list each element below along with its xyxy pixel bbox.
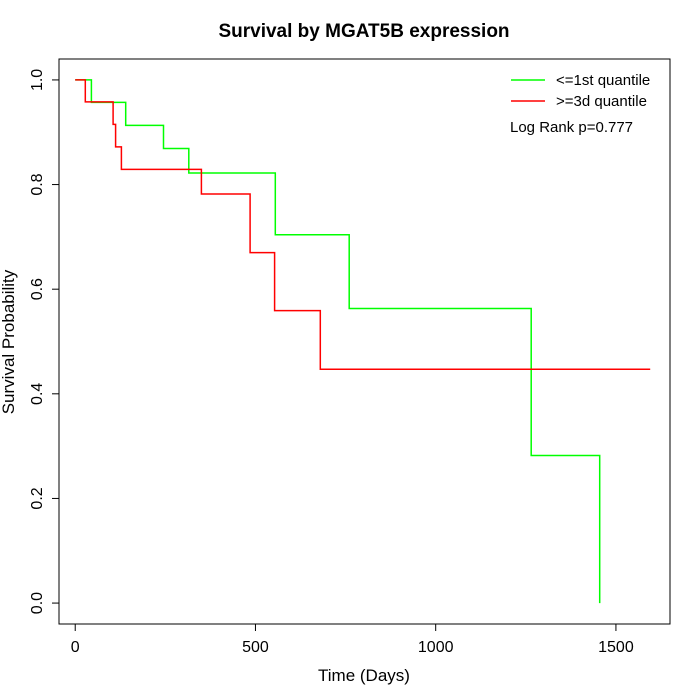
series-line-0 [75,79,601,604]
legend: <=1st quantile >=3d quantile [511,72,650,110]
y-tick-label: 0.2 [29,487,46,509]
y-tick-label: 0.4 [29,383,46,405]
x-axis: 0 500 1000 1500 [71,623,634,656]
x-tick-label: 1000 [418,639,454,656]
plot-frame [58,58,671,625]
legend-label-1: >=3d quantile [556,93,647,110]
log-rank-annotation: Log Rank p=0.777 [510,119,633,136]
y-tick-label: 0.0 [29,592,46,614]
series-line-1 [75,79,651,370]
chart-title: Survival by MGAT5B expression [218,21,509,42]
x-tick-label: 1500 [598,639,634,656]
legend-label-0: <=1st quantile [556,72,650,89]
y-tick-label: 0.6 [29,278,46,300]
y-tick-label: 1.0 [29,69,46,91]
y-tick-label: 0.8 [29,173,46,195]
y-axis-label: Survival Probability [0,269,18,414]
x-tick-label: 0 [71,639,80,656]
x-axis-label: Time (Days) [318,666,410,685]
x-tick-label: 500 [242,639,269,656]
series-layer [75,79,651,604]
y-axis: 0.0 0.2 0.4 0.6 0.8 1.0 [29,69,60,614]
